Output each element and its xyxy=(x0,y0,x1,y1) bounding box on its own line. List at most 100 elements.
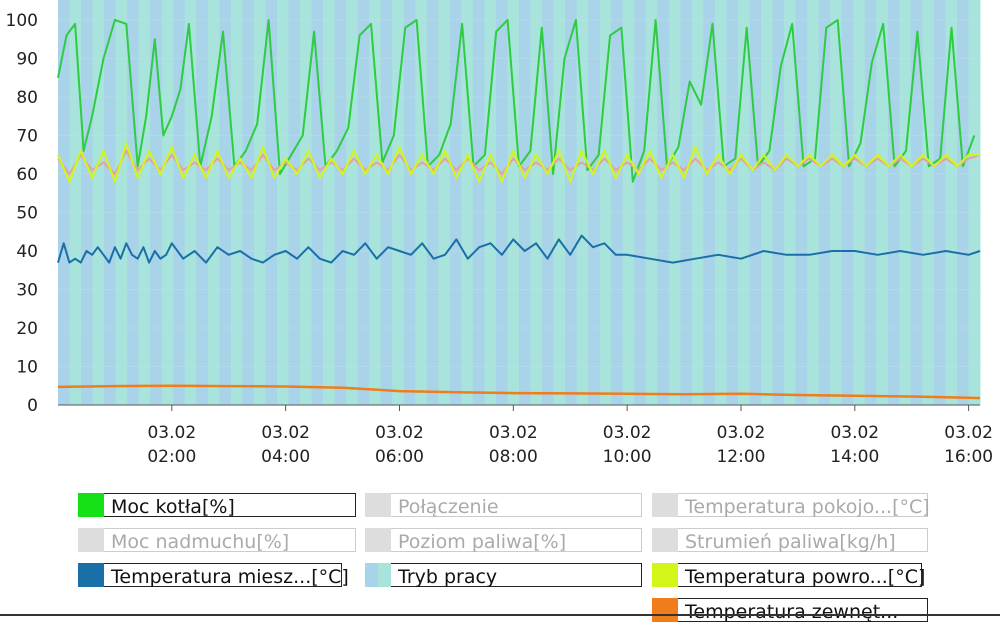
mode-band xyxy=(472,0,485,405)
x-tick-date: 03.02 xyxy=(603,423,652,443)
legend-item[interactable]: Połączenie xyxy=(365,493,642,518)
mode-band xyxy=(115,0,128,405)
mode-band xyxy=(922,0,935,405)
mode-band xyxy=(714,0,727,405)
mode-band xyxy=(622,0,635,405)
series-lines xyxy=(57,19,981,400)
mode-band xyxy=(403,0,416,405)
mode-band xyxy=(357,0,370,405)
x-axis: 03.02 02:00 03.02 04:00 03.02 06:00 03.02 08:00… xyxy=(147,405,993,467)
y-tick-label: 20 xyxy=(16,319,38,339)
legend-label: Moc kotła[%] xyxy=(111,496,235,518)
legend-swatch xyxy=(365,528,391,552)
mode-band xyxy=(807,0,820,405)
mode-band xyxy=(288,0,301,405)
legend-item[interactable]: Tryb pracy xyxy=(365,563,642,588)
mode-band xyxy=(680,0,693,405)
mode-band xyxy=(876,0,889,405)
series-line-2 xyxy=(57,142,980,183)
legend-label: Strumień paliwa[kg/h] xyxy=(685,531,896,553)
legend-item[interactable]: Poziom paliwa[%] xyxy=(365,528,642,553)
mode-band xyxy=(150,0,163,405)
legend-swatch xyxy=(365,493,391,517)
y-tick-label: 80 xyxy=(16,88,38,108)
mode-band xyxy=(369,0,382,405)
legend-item[interactable]: Temperatura zewnęt... xyxy=(652,598,928,623)
mode-band xyxy=(242,0,255,405)
series-line-4 xyxy=(57,384,981,400)
mode-band xyxy=(207,0,220,405)
mode-band xyxy=(910,0,923,405)
legend-item[interactable]: Moc nadmuchu[%] xyxy=(78,528,356,553)
mode-band xyxy=(599,0,612,405)
mode-band xyxy=(956,0,969,405)
x-tick-date: 03.02 xyxy=(944,423,993,443)
legend-item[interactable]: Temperatura pokojo...[°C] xyxy=(652,493,930,518)
mode-band xyxy=(426,0,439,405)
mode-band xyxy=(864,0,877,405)
mode-band xyxy=(127,0,140,405)
y-tick-label: 70 xyxy=(16,127,38,147)
legend-label: Poziom paliwa[%] xyxy=(398,531,567,553)
x-tick-time: 14:00 xyxy=(830,447,879,467)
mode-band xyxy=(887,0,900,405)
bottom-divider xyxy=(0,614,1000,616)
mode-band xyxy=(818,0,831,405)
mode-band xyxy=(323,0,336,405)
x-tick-time: 02:00 xyxy=(147,447,196,467)
mode-band xyxy=(495,0,508,405)
background-bands xyxy=(58,0,981,405)
mode-band xyxy=(519,0,532,405)
x-tick-time: 06:00 xyxy=(375,447,424,467)
x-tick-date: 03.02 xyxy=(261,423,310,443)
series-line-0 xyxy=(57,19,976,183)
legend-swatch xyxy=(78,563,104,587)
x-tick-date: 03.02 xyxy=(147,423,196,443)
y-tick-label: 0 xyxy=(27,396,38,416)
mode-band xyxy=(576,0,589,405)
x-tick-date: 03.02 xyxy=(375,423,424,443)
mode-band xyxy=(438,0,451,405)
mode-band xyxy=(161,0,174,405)
mode-band xyxy=(334,0,347,405)
mode-band xyxy=(703,0,716,405)
mode-band xyxy=(761,0,774,405)
mode-band xyxy=(380,0,393,405)
legend-item[interactable]: Temperatura powro...[°C] xyxy=(652,563,925,588)
x-tick-time: 04:00 xyxy=(261,447,310,467)
legend-label: Moc nadmuchu[%] xyxy=(111,531,290,553)
mode-band xyxy=(657,0,670,405)
legend-label: Połączenie xyxy=(398,496,499,518)
mode-band xyxy=(968,0,981,405)
mode-band xyxy=(138,0,151,405)
legend-swatch xyxy=(652,528,678,552)
legend-item[interactable]: Temperatura miesz...[°C] xyxy=(78,563,349,588)
y-tick-label: 30 xyxy=(16,281,38,301)
legend-swatch xyxy=(78,528,104,552)
mode-band xyxy=(415,0,428,405)
mode-band xyxy=(553,0,566,405)
mode-band xyxy=(542,0,555,405)
mode-band xyxy=(853,0,866,405)
mode-band xyxy=(69,0,82,405)
legend-swatch xyxy=(365,563,391,587)
y-axis: 0 10 20 30 40 50 60 70 80 90 100 xyxy=(6,11,38,416)
x-tick-date: 03.02 xyxy=(717,423,766,443)
mode-band xyxy=(588,0,601,405)
legend-label: Temperatura zewnęt... xyxy=(685,601,899,623)
legend-item[interactable]: Moc kotła[%] xyxy=(78,493,356,518)
mode-band xyxy=(300,0,313,405)
x-tick-time: 10:00 xyxy=(603,447,652,467)
mode-band xyxy=(634,0,647,405)
x-tick-time: 12:00 xyxy=(716,447,765,467)
mode-band xyxy=(81,0,94,405)
y-tick-label: 50 xyxy=(16,204,38,224)
y-tick-label: 90 xyxy=(16,50,38,70)
series-line-3 xyxy=(57,234,981,264)
y-tick-label: 100 xyxy=(6,11,38,31)
mode-band xyxy=(691,0,704,405)
legend-item[interactable]: Strumień paliwa[kg/h] xyxy=(652,528,928,553)
mode-band xyxy=(945,0,958,405)
x-tick-date: 03.02 xyxy=(830,423,879,443)
